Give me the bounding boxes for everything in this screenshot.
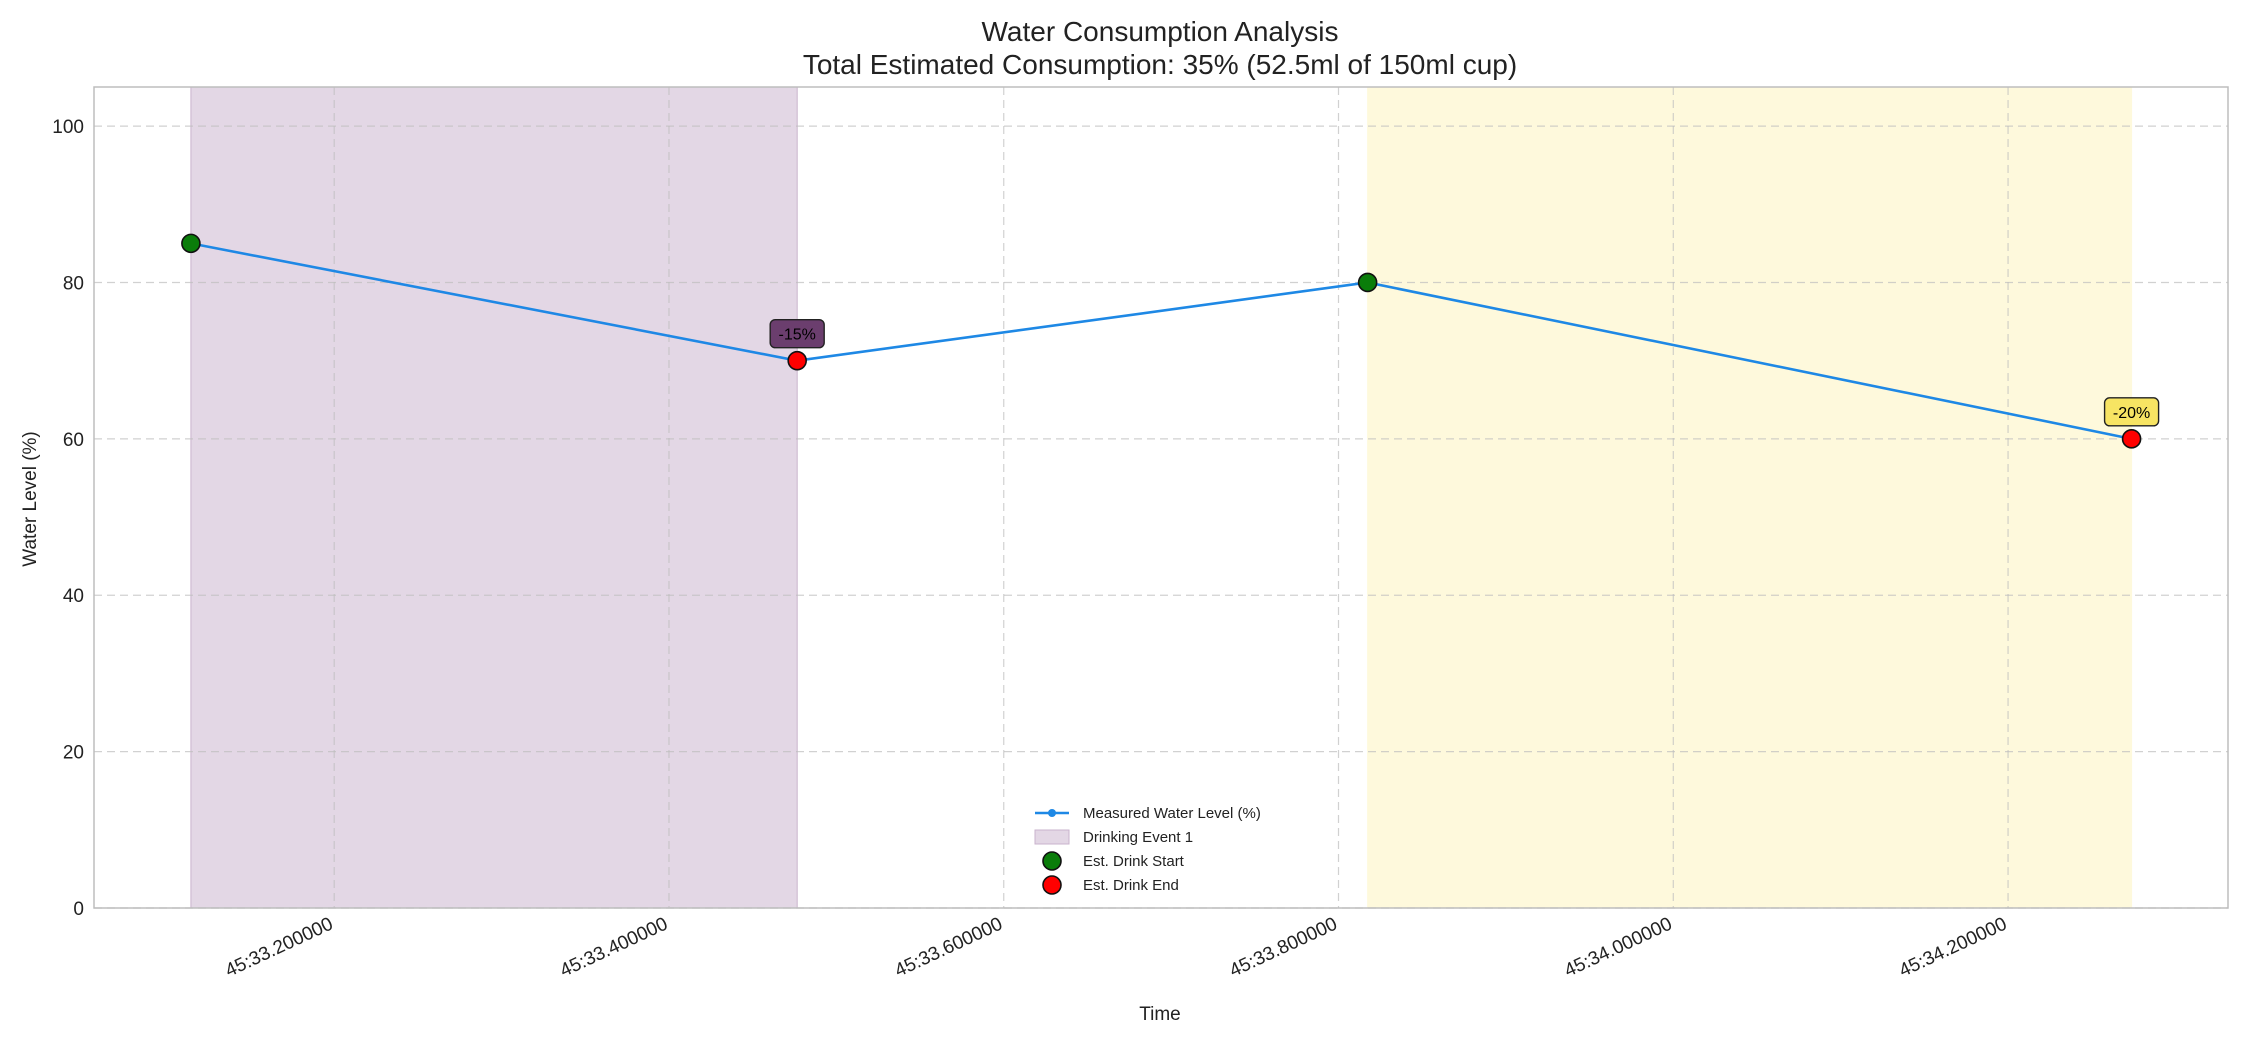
x-axis-label: Time: [1139, 1004, 1181, 1025]
x-tick-label: 45:34.000000: [1561, 913, 1675, 981]
y-axis-ticks: 0 20 40 60 80 100: [52, 117, 84, 920]
legend-entry-label: Est. Drink End: [1083, 877, 1179, 894]
legend-patch-swatch: [1034, 829, 1070, 845]
y-tick-label: 20: [63, 743, 84, 764]
x-tick-label: 45:34.200000: [1896, 913, 2010, 981]
grid: [94, 87, 2228, 909]
annotation-label: -20%: [2113, 405, 2150, 422]
x-tick-label: 45:33.800000: [1226, 913, 1340, 981]
plot-area-frame: [93, 86, 2229, 909]
y-axis-label: Water Level (%): [20, 431, 41, 567]
annotation-label: -15%: [779, 327, 816, 344]
x-tick-label: 45:33.200000: [222, 913, 336, 981]
annotation-box: [2103, 397, 2160, 427]
y-tick-label: 0: [73, 899, 84, 920]
drink-start-marker: [181, 233, 201, 254]
drinking-span-2: [1367, 86, 2133, 909]
y-tick-label: 60: [63, 430, 84, 451]
drink-end-marker: [787, 350, 807, 371]
legend-end-swatch: [1042, 875, 1062, 895]
legend-entry-label: Est. Drink Start: [1083, 853, 1185, 870]
drinking-span-1: [190, 86, 798, 909]
legend: Measured Water Level (%) Drinking Event 1…: [1034, 805, 1261, 895]
legend-entry-label: Measured Water Level (%): [1083, 805, 1261, 822]
chart-title: Water Consumption Analysis: [982, 16, 1339, 47]
annotations: -15% -20%: [769, 318, 2160, 427]
annotation-box: [769, 318, 825, 349]
x-axis-ticks: 45:33.200000 45:33.400000 45:33.600000 45:3…: [222, 913, 2010, 981]
y-tick-label: 40: [63, 586, 84, 607]
drink-start-marker: [1357, 272, 1378, 293]
chart-subtitle: Total Estimated Consumption: 35% (52.5ml…: [803, 49, 1517, 80]
event-markers: [181, 233, 2142, 449]
drink-end-marker: [2121, 429, 2142, 449]
legend-start-swatch: [1042, 851, 1062, 871]
legend-line-marker: [1048, 809, 1056, 817]
x-tick-label: 45:33.600000: [892, 913, 1006, 981]
series-line-water-level: [190, 242, 2132, 441]
y-tick-label: 100: [52, 117, 84, 138]
legend-entry-label: Drinking Event 1: [1083, 829, 1193, 846]
y-tick-label: 80: [63, 273, 84, 294]
x-tick-label: 45:33.400000: [557, 913, 671, 981]
drinking-event-spans: [190, 86, 2133, 909]
